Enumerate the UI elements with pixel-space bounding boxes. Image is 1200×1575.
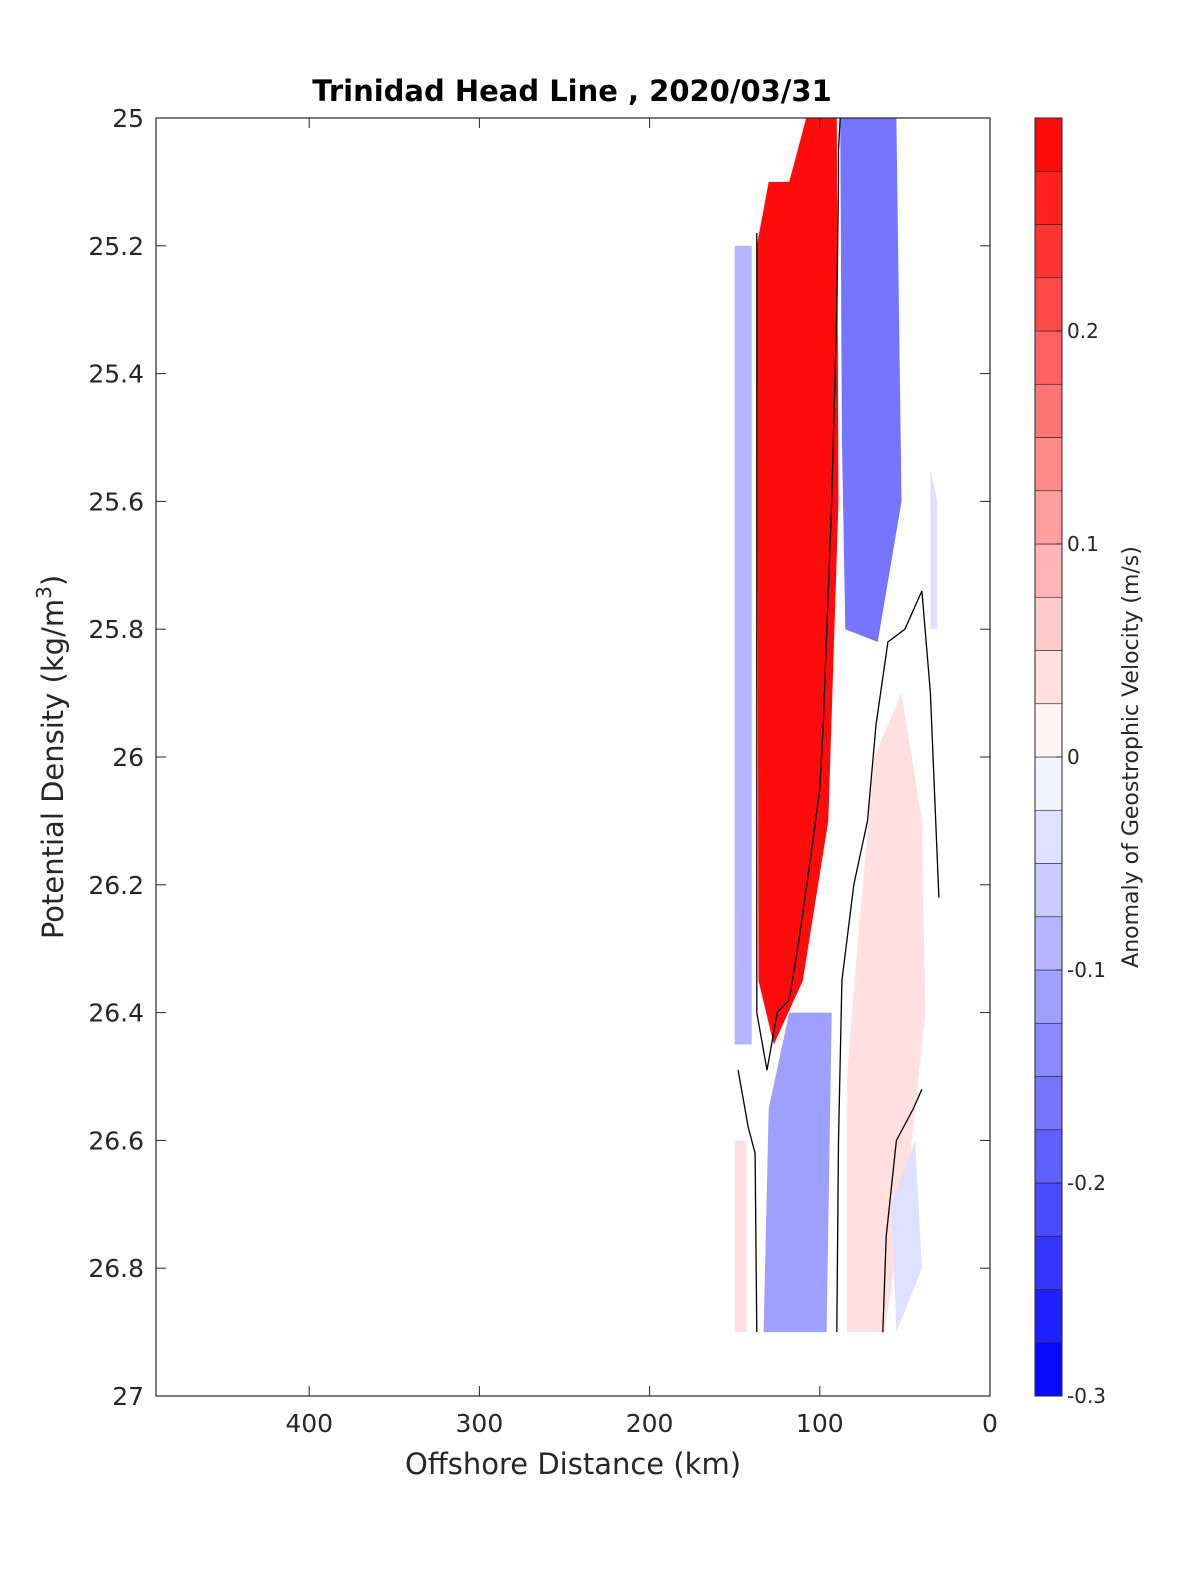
contour-region-deep-negative <box>763 1012 832 1333</box>
plot-area: 400 300 200 100 0 25 25.2 25.4 25.6 25.8 26 26.2 26… <box>88 104 998 1438</box>
colorbar-level-swatch <box>1034 1022 1063 1077</box>
y-axis-label-main: Potential Density (kg/m <box>36 599 70 939</box>
x-axis-ticks: 400 300 200 100 0 <box>285 118 998 1438</box>
y-tick-label: 25.8 <box>88 615 144 644</box>
contour-region-nearshore-negative <box>840 118 902 642</box>
y-axis-label-superscript: 3 <box>32 586 56 599</box>
contour-region-offshore-weak-negative <box>734 245 752 1045</box>
zero-contour-line-1 <box>836 590 940 1333</box>
y-axis-label-end: ) <box>36 575 70 586</box>
colorbar: -0.3 -0.2 -0.1 0 0.1 0.2 Anomaly of Geostroph… <box>1034 117 1144 1408</box>
y-tick-label: 25.4 <box>88 360 144 389</box>
colorbar-level-swatch <box>1034 224 1063 279</box>
y-tick-label: 26.4 <box>88 999 144 1028</box>
colorbar-level-swatch <box>1034 437 1063 492</box>
y-tick-label: 26 <box>112 743 144 772</box>
colorbar-level-swatch <box>1034 650 1063 705</box>
contour-region-deep-weak-negative-nearshore <box>891 1140 922 1333</box>
colorbar-level-swatch <box>1034 277 1063 332</box>
contour-region-deep-weak-positive-offshore <box>734 1140 747 1333</box>
colorbar-level-swatch <box>1034 543 1063 598</box>
filled-contours <box>734 118 938 1333</box>
x-tick-label: 0 <box>982 1409 998 1438</box>
colorbar-level-swatch <box>1034 596 1063 651</box>
colorbar-ticks: -0.3 -0.2 -0.1 0 0.1 0.2 <box>1056 319 1106 1408</box>
colorbar-level-swatch <box>1034 1182 1063 1237</box>
colorbar-tick-label: -0.3 <box>1067 1384 1106 1408</box>
x-tick-label: 200 <box>626 1409 674 1438</box>
x-tick-label: 300 <box>456 1409 504 1438</box>
y-tick-label: 25.6 <box>88 487 144 516</box>
colorbar-level-swatch <box>1034 170 1063 225</box>
y-tick-label: 26.6 <box>88 1126 144 1155</box>
colorbar-level-swatch <box>1034 1235 1063 1290</box>
colorbar-level-swatch <box>1034 1129 1063 1184</box>
colorbar-tick-label: 0 <box>1067 745 1080 769</box>
colorbar-level-swatch <box>1034 490 1063 545</box>
x-tick-label: 100 <box>796 1409 844 1438</box>
colorbar-tick-label: 0.1 <box>1067 532 1099 556</box>
zero-contour-lines <box>737 118 940 1333</box>
colorbar-level-swatch <box>1034 330 1063 385</box>
colorbar-level-swatch <box>1034 863 1063 918</box>
x-tick-label: 400 <box>285 1409 333 1438</box>
y-tick-label: 27 <box>112 1382 144 1411</box>
y-tick-label: 26.2 <box>88 871 144 900</box>
colorbar-level-swatch <box>1034 703 1063 758</box>
colorbar-level-swatch <box>1034 916 1063 971</box>
colorbar-level-swatch <box>1034 756 1063 811</box>
contour-region-nearshore-weak-negative-edge <box>930 469 938 630</box>
colorbar-level-swatch <box>1034 383 1063 438</box>
colorbar-level-swatch <box>1034 1342 1063 1397</box>
contour-region-core-positive-jet <box>756 118 839 1045</box>
colorbar-level-swatch <box>1034 809 1063 864</box>
colorbar-level-swatch <box>1034 969 1063 1024</box>
y-tick-label: 25 <box>112 104 144 133</box>
colorbar-level-swatch <box>1034 1076 1063 1131</box>
colorbar-level-swatch <box>1034 1289 1063 1344</box>
zero-contour-line-3 <box>737 1069 758 1333</box>
y-axis-ticks: 25 25.2 25.4 25.6 25.8 26 26.2 26.4 26.6 26.8 27 <box>88 104 990 1411</box>
colorbar-label: Anomaly of Geostrophic Velocity (m/s) <box>1119 546 1144 968</box>
y-tick-label: 26.8 <box>88 1254 144 1283</box>
chart-title: Trinidad Head Line , 2020/03/31 <box>312 74 832 108</box>
colorbar-tick-label: 0.2 <box>1067 319 1099 343</box>
y-tick-label: 25.2 <box>88 232 144 261</box>
zero-contour-line-2 <box>882 1089 923 1333</box>
colorbar-swatches <box>1034 117 1063 1397</box>
colorbar-tick-label: -0.1 <box>1067 958 1106 982</box>
colorbar-level-swatch <box>1034 117 1063 172</box>
zero-contour-line-0 <box>756 118 841 1071</box>
y-axis-label: Potential Density (kg/m3) <box>32 575 70 939</box>
x-axis-label: Offshore Distance (km) <box>405 1447 741 1481</box>
colorbar-tick-label: -0.2 <box>1067 1171 1106 1195</box>
